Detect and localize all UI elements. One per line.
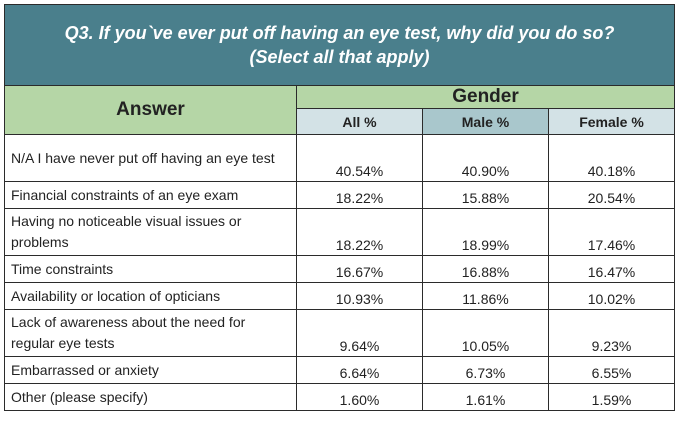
table-title: Q3. If you`ve ever put off having an eye… — [3, 4, 676, 86]
female-cell: 20.54% — [547, 181, 676, 209]
table-row: Time constraints 16.67% 16.88% 16.47% — [4, 255, 676, 283]
all-column-header: All % — [296, 108, 423, 135]
all-cell: 6.64% — [296, 356, 423, 384]
male-cell: 16.88% — [422, 255, 549, 283]
answer-cell: Lack of awareness about the need for reg… — [4, 309, 297, 357]
table-row: Availability or location of opticians 10… — [4, 282, 676, 310]
table-row: Having no noticeable visual issues or pr… — [4, 208, 676, 256]
male-column-header: Male % — [422, 108, 549, 135]
all-cell: 18.22% — [296, 181, 423, 209]
table-row: Lack of awareness about the need for reg… — [4, 309, 676, 357]
answer-cell: Embarrassed or anxiety — [4, 356, 297, 384]
female-cell: 9.23% — [547, 309, 676, 357]
survey-table-container: Q3. If you`ve ever put off having an eye… — [3, 4, 676, 411]
survey-results-table: Q3. If you`ve ever put off having an eye… — [3, 4, 676, 411]
male-cell: 18.99% — [422, 208, 549, 256]
answer-cell: Other (please specify) — [4, 383, 297, 411]
male-cell: 11.86% — [422, 282, 549, 310]
answer-cell: Time constraints — [4, 255, 297, 283]
male-cell: 10.05% — [422, 309, 549, 357]
all-cell: 1.60% — [296, 383, 423, 411]
male-cell: 1.61% — [422, 383, 549, 411]
answer-cell: Having no noticeable visual issues or pr… — [4, 208, 297, 256]
title-line-2: (Select all that apply) — [249, 47, 430, 67]
female-cell: 40.18% — [547, 134, 676, 182]
gender-group-header: Gender — [295, 85, 676, 109]
male-cell: 15.88% — [422, 181, 549, 209]
answer-cell: N/A I have never put off having an eye t… — [4, 134, 297, 182]
all-cell: 18.22% — [296, 208, 423, 256]
female-column-header: Female % — [547, 108, 676, 135]
table-row: Other (please specify) 1.60% 1.61% 1.59% — [4, 383, 676, 411]
female-cell: 10.02% — [547, 282, 676, 310]
table-row: Embarrassed or anxiety 6.64% 6.73% 6.55% — [4, 356, 676, 384]
male-cell: 40.90% — [422, 134, 549, 182]
all-cell: 10.93% — [296, 282, 423, 310]
answer-cell: Financial constraints of an eye exam — [4, 181, 297, 209]
female-cell: 1.59% — [547, 383, 676, 411]
female-cell: 16.47% — [547, 255, 676, 283]
all-cell: 9.64% — [296, 309, 423, 357]
answer-cell: Availability or location of opticians — [4, 282, 297, 310]
male-cell: 6.73% — [422, 356, 549, 384]
answer-column-header: Answer — [4, 85, 297, 135]
all-cell: 16.67% — [296, 255, 423, 283]
table-row: Financial constraints of an eye exam 18.… — [4, 181, 676, 209]
table-row: N/A I have never put off having an eye t… — [4, 134, 676, 182]
female-cell: 17.46% — [547, 208, 676, 256]
title-line-1: Q3. If you`ve ever put off having an eye… — [64, 23, 615, 43]
female-cell: 6.55% — [547, 356, 676, 384]
all-cell: 40.54% — [296, 134, 423, 182]
